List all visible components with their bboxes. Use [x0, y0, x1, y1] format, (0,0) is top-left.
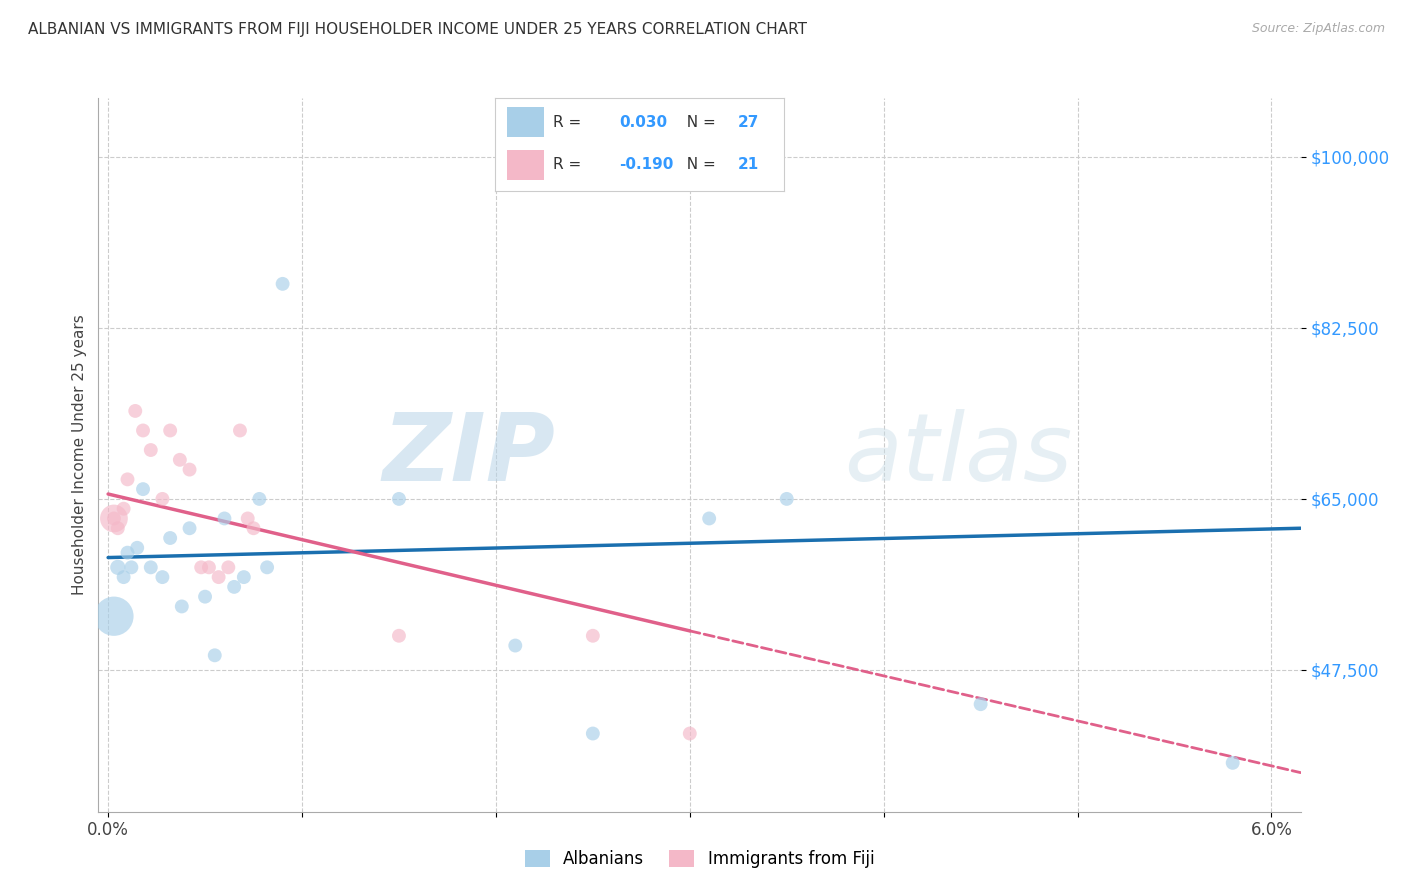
Point [170, 599, 193, 614]
Point [232, 570, 254, 584]
Point [503, 639, 526, 653]
Point [247, 491, 270, 506]
Legend: Albanians, Immigrants from Fiji: Albanians, Immigrants from Fiji [517, 843, 882, 875]
Point [582, 629, 605, 643]
Point [139, 443, 162, 458]
Text: Source: ZipAtlas.com: Source: ZipAtlas.com [1251, 22, 1385, 36]
Point [112, 501, 135, 516]
Point [224, 580, 246, 594]
Point [388, 629, 411, 643]
Point [103, 609, 125, 624]
Point [679, 726, 702, 740]
Point [697, 511, 720, 525]
Point [127, 541, 149, 555]
Point [198, 560, 221, 574]
Point [152, 570, 174, 584]
Point [776, 491, 799, 506]
Point [117, 472, 139, 486]
Point [107, 560, 129, 574]
Point [179, 521, 201, 535]
Point [236, 511, 259, 525]
Y-axis label: Householder Income Under 25 years: Householder Income Under 25 years [72, 315, 87, 595]
Point [388, 491, 411, 506]
Point [112, 570, 135, 584]
Point [217, 560, 239, 574]
Point [103, 511, 125, 525]
Text: atlas: atlas [844, 409, 1071, 500]
Point [582, 726, 605, 740]
Point [120, 560, 142, 574]
Point [132, 424, 155, 438]
Point [190, 560, 212, 574]
Point [132, 482, 155, 496]
Text: ALBANIAN VS IMMIGRANTS FROM FIJI HOUSEHOLDER INCOME UNDER 25 YEARS CORRELATION C: ALBANIAN VS IMMIGRANTS FROM FIJI HOUSEHO… [28, 22, 807, 37]
Point [179, 462, 201, 476]
Point [139, 560, 162, 574]
Point [204, 648, 226, 663]
Text: ZIP: ZIP [382, 409, 555, 501]
Point [152, 491, 174, 506]
Point [242, 521, 264, 535]
Point [103, 511, 125, 525]
Point [256, 560, 278, 574]
Point [969, 697, 991, 711]
Point [169, 452, 191, 467]
Point [1222, 756, 1244, 770]
Point [208, 570, 231, 584]
Point [271, 277, 294, 291]
Point [107, 521, 129, 535]
Point [229, 424, 252, 438]
Point [214, 511, 236, 525]
Point [124, 404, 146, 418]
Point [159, 424, 181, 438]
Point [159, 531, 181, 545]
Point [117, 546, 139, 560]
Point [194, 590, 217, 604]
